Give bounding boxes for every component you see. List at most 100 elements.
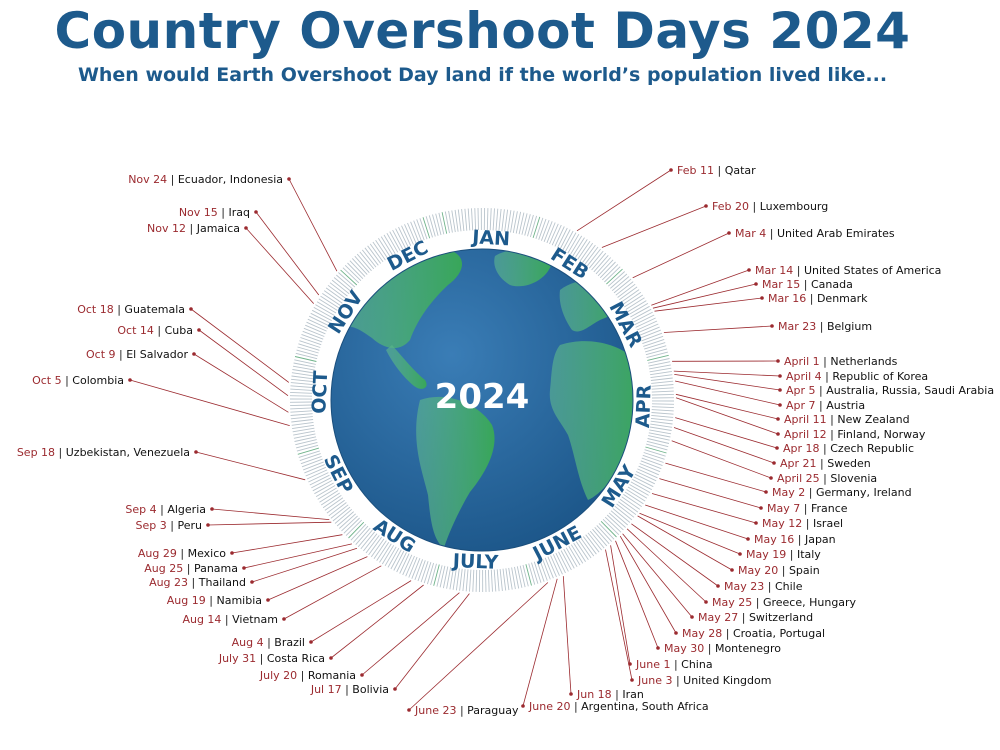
day-tick [493,569,497,592]
day-tick [610,273,628,289]
leader-line [671,440,772,479]
day-tick [624,491,644,505]
day-tick [558,551,569,572]
day-tick [563,548,575,569]
leader-line [673,370,781,377]
day-tick [302,330,324,340]
entry-countries: Australia, Russia, Saudi Arabia [826,384,994,397]
day-tick [648,435,670,441]
day-tick [290,413,313,416]
entry-date: July 31 [218,652,256,665]
day-tick [536,560,545,582]
entry-label: Apr 18 | Czech Republic [783,442,914,455]
day-tick [290,388,313,391]
day-tick [413,220,422,242]
entry-date: June 20 [528,700,570,713]
day-tick [650,420,673,425]
day-tick [404,224,414,245]
day-tick [290,404,313,407]
day-tick [293,430,315,436]
day-tick [588,250,604,269]
leader-line [652,283,757,309]
day-tick [559,229,571,250]
entry-date: April 11 [784,413,827,426]
leader-line [310,580,412,643]
entry-label: Oct 9 | El Salvador [86,348,188,361]
leader-dot [210,507,214,511]
day-tick [317,487,337,500]
day-tick [300,455,322,465]
day-tick [611,276,630,292]
day-tick [533,561,542,583]
day-tick [568,545,581,566]
entry-date: Oct 5 [32,374,62,387]
day-tick [290,407,313,410]
day-tick [487,569,490,592]
day-tick [350,523,367,541]
entry-date: Oct 18 [77,303,114,316]
day-tick [549,223,559,245]
day-tick [642,335,664,345]
entry-countries: Qatar [725,164,756,177]
entry-label: Mar 4 | United Arab Emirates [735,227,895,240]
day-tick [342,267,360,284]
day-tick [308,472,329,483]
day-tick [542,558,551,580]
day-tick [501,209,505,232]
leader-dot [704,204,708,208]
day-tick [324,497,344,511]
leader-dot [770,324,774,328]
entry-label: April 11 | New Zealand [784,413,910,426]
leader-dot [674,631,678,635]
entry-label: Nov 15 | Iraq [179,206,250,219]
day-tick [624,294,644,308]
day-tick [465,569,469,592]
day-tick [392,229,404,250]
entry-countries: Peru [177,519,202,532]
entry-countries: Israel [813,517,843,530]
day-tick [641,457,663,467]
day-tick [608,512,626,528]
day-tick [336,274,354,290]
entry-countries: Spain [789,564,820,577]
day-tick [446,567,452,589]
day-tick [348,521,365,539]
entry-label: May 20 | Spain [738,564,820,577]
day-tick [291,419,314,423]
day-tick [405,555,415,577]
leader-dot [242,566,246,570]
day-tick [539,559,548,581]
entry-date: Aug 29 [138,547,177,560]
day-tick [306,321,327,332]
entry-label: April 4 | Republic of Korea [786,370,928,383]
entry-date: April 1 [784,355,820,368]
entry-date: Nov 15 [179,206,218,219]
day-tick [430,563,437,586]
center-year: 2024 [435,377,530,417]
leader-line [654,297,763,312]
day-tick [604,516,622,533]
leader-line [601,205,707,248]
day-tick [645,446,667,454]
globe: 2024 [330,248,634,552]
day-tick [492,208,495,231]
day-tick [613,278,632,294]
leader-line [211,508,330,520]
day-tick [650,374,673,379]
day-tick [505,568,510,591]
entry-countries: Colombia [72,374,124,387]
leader-line [639,512,741,555]
leader-line [361,592,460,676]
month-label: JULY [450,550,498,574]
entry-date: Sep 4 [125,503,156,516]
day-tick [365,535,380,554]
entry-countries: Montenegro [715,642,781,655]
leader-line [673,427,775,464]
leader-dot [778,374,782,378]
entry-countries: Japan [804,533,836,546]
day-tick [316,301,337,314]
day-tick [574,239,588,259]
day-tick [340,269,358,286]
leader-dot [192,352,196,356]
day-tick [593,255,609,273]
